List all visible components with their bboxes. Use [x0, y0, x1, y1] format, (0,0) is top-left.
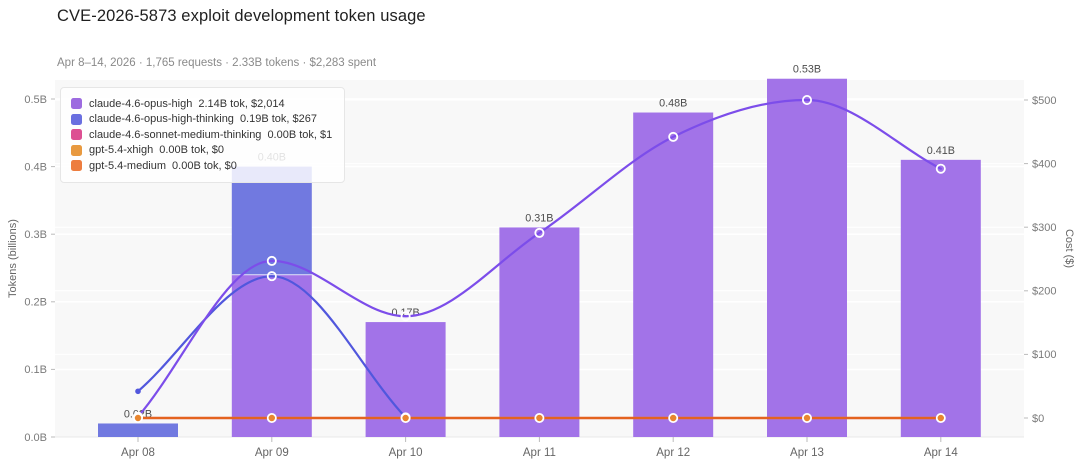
legend-swatch [71, 129, 82, 141]
bar-total-label: 0.41B [927, 145, 955, 157]
point-claude-4.6-opus-high-Apr 14[interactable] [935, 163, 946, 174]
bar-total-label: 0.53B [793, 64, 821, 76]
chart-subtitle: Apr 8–14, 2026 · 1,765 requests · 2.33B … [57, 57, 377, 69]
point-gpt-5.4-medium-Apr 12[interactable] [668, 412, 679, 423]
bar-total-label: 0.31B [525, 212, 553, 224]
legend-swatch [71, 113, 82, 125]
legend-swatch [71, 144, 82, 156]
x-axis-label: Apr 10 [389, 447, 423, 459]
point-claude-4.6-opus-high-Apr 12[interactable] [668, 131, 679, 142]
chart-title: CVE-2026-5873 exploit development token … [57, 7, 426, 25]
tick-label-tokens: 0.5B [24, 94, 47, 106]
legend-label: gpt-5.4-xhigh [89, 144, 154, 157]
legend-label: claude-4.6-sonnet-medium-thinking [89, 128, 262, 141]
legend-stats: 0.19B tok, $267 [239, 113, 317, 126]
legend-label: claude-4.6-opus-high-thinking [89, 113, 234, 126]
bar-claude-4.6-opus-high-thinking-Apr 09[interactable] [231, 166, 312, 275]
legend-stats: 0.00B tok, $1 [267, 128, 333, 141]
legend-item-claude-4.6-opus-high[interactable]: claude-4.6-opus-high 2.14B tok, $2,014 [71, 96, 332, 112]
point-gpt-5.4-medium-Apr 10[interactable] [400, 412, 411, 423]
point-claude-4.6-opus-high-Apr 09[interactable] [266, 255, 277, 266]
point-gpt-5.4-medium-Apr 11[interactable] [534, 412, 545, 423]
y-right-axis-title: Cost ($) [1063, 229, 1075, 268]
x-axis-label: Apr 14 [924, 447, 958, 459]
point-gpt-5.4-medium-Apr 08[interactable] [132, 412, 143, 423]
tick-label-cost: $500 [1032, 95, 1056, 107]
point-claude-4.6-opus-high-Apr 10[interactable] [400, 311, 411, 322]
legend-item-claude-4.6-opus-high-thinking[interactable]: claude-4.6-opus-high-thinking 0.19B tok, … [71, 112, 332, 128]
legend-item-gpt-5.4-xhigh[interactable]: gpt-5.4-xhigh 0.00B tok, $0 [71, 143, 332, 159]
legend-stats: 0.00B tok, $0 [172, 159, 237, 172]
cost-line-claude-4.6-opus-high[interactable] [136, 98, 942, 418]
tick-label-cost: $200 [1032, 286, 1056, 298]
x-axis-label: Apr 13 [790, 447, 824, 459]
tick-label-tokens: 0.1B [24, 364, 47, 376]
y-left-axis-title: Tokens (billions) [7, 219, 19, 298]
legend-stats: 0.00B tok, $0 [159, 144, 225, 157]
legend: claude-4.6-opus-high 2.14B tok, $2,014 cla… [60, 87, 346, 183]
bar-claude-4.6-opus-high-Apr 14[interactable] [900, 159, 981, 437]
tick-label-cost: $300 [1032, 222, 1056, 234]
legend-item-claude-4.6-sonnet-medium-thinking[interactable]: claude-4.6-sonnet-medium-thinking 0.00B t… [71, 127, 332, 143]
tick-label-tokens: 0.2B [24, 297, 47, 309]
x-axis-label: Apr 09 [255, 447, 289, 459]
x-axis-label: Apr 08 [121, 447, 155, 459]
bar-claude-4.6-opus-high-Apr 11[interactable] [499, 227, 580, 437]
tick-label-tokens: 0.4B [24, 161, 47, 173]
bar-claude-4.6-opus-high-thinking-Apr 08[interactable] [98, 423, 178, 437]
tick-label-cost: $0 [1032, 413, 1044, 425]
point-gpt-5.4-medium-Apr 09[interactable] [266, 412, 277, 423]
point-claude-4.6-opus-high-Apr 11[interactable] [534, 227, 545, 238]
x-axis-label: Apr 11 [523, 447, 556, 459]
point-claude-4.6-opus-high-thinking-Apr 09[interactable] [266, 271, 277, 282]
legend-label: claude-4.6-opus-high [89, 97, 193, 110]
tick-label-tokens: 0.3B [24, 229, 47, 241]
legend-stats: 2.14B tok, $2,014 [198, 97, 285, 110]
point-claude-4.6-opus-high-Apr 13[interactable] [802, 95, 813, 106]
point-gpt-5.4-medium-Apr 13[interactable] [802, 412, 813, 423]
tick-label-tokens: 0.0B [24, 432, 47, 444]
bar-claude-4.6-opus-high-Apr 12[interactable] [633, 112, 714, 438]
bar-total-label: 0.48B [659, 98, 687, 110]
bar-claude-4.6-opus-high-Apr 09[interactable] [231, 274, 312, 437]
legend-swatch [71, 98, 82, 110]
legend-swatch [71, 160, 82, 172]
x-axis-label: Apr 12 [656, 447, 690, 459]
point-gpt-5.4-medium-Apr 14[interactable] [935, 412, 946, 423]
tick-label-cost: $400 [1032, 158, 1056, 170]
bar-claude-4.6-opus-high-Apr 13[interactable] [767, 78, 847, 437]
tick-label-cost: $100 [1032, 349, 1056, 361]
point-claude-4.6-opus-high-thinking-Apr 08[interactable] [135, 388, 141, 395]
legend-item-gpt-5.4-medium[interactable]: gpt-5.4-medium 0.00B tok, $0 [71, 158, 332, 174]
cost-line-claude-4.6-opus-high-thinking[interactable] [136, 275, 407, 419]
legend-label: gpt-5.4-medium [89, 159, 167, 172]
